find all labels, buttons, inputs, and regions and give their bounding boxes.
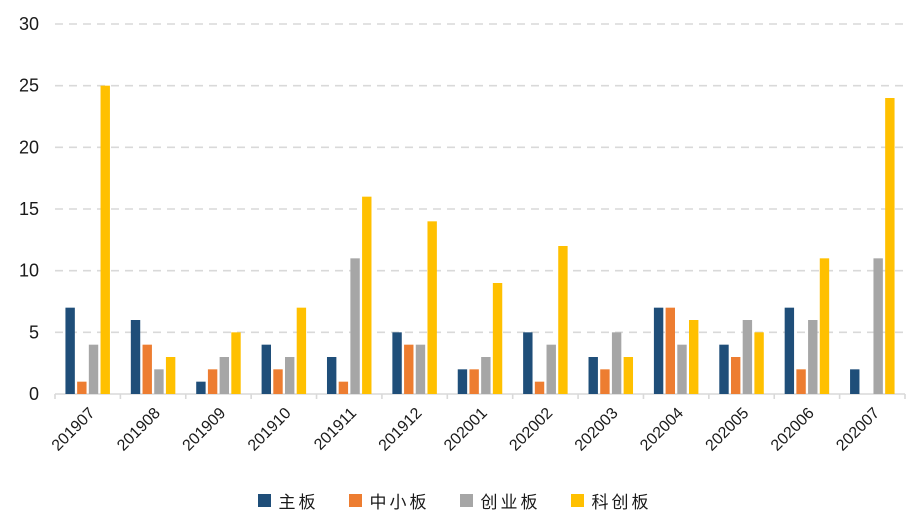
bar-创业板-201909: [219, 357, 230, 394]
bar-主板-201911: [326, 357, 337, 394]
bar-主板-201907: [65, 307, 75, 394]
x-axis-tick-label: 201909: [180, 405, 230, 455]
bar-科创板-202006: [819, 258, 830, 394]
y-axis-tick-label: 30: [19, 14, 39, 34]
legend-item-star-board: 科创板: [570, 488, 652, 513]
bar-主板-202003: [588, 357, 598, 394]
bar-中小板-201907: [77, 381, 87, 394]
x-axis-tick-label: 201907: [49, 405, 99, 455]
bar-主板-201908: [130, 320, 141, 394]
bar-科创板-201908: [165, 357, 176, 394]
bar-创业板-202004: [677, 344, 687, 394]
legend-label-sme-board: 中小板: [369, 493, 430, 513]
bar-创业板-202003: [611, 332, 622, 394]
y-axis-tick-label: 15: [19, 199, 39, 219]
x-axis-tick-label: 202006: [768, 405, 818, 455]
legend-swatch-star-board: [570, 494, 584, 507]
x-axis-tick-label: 201912: [376, 405, 426, 455]
bar-科创板-201911: [362, 196, 372, 394]
y-axis-tick-label: 25: [19, 76, 39, 96]
bar-中小板-201909: [207, 369, 218, 394]
x-axis-tick-label: 202002: [506, 405, 556, 455]
bar-创业板-202001: [481, 357, 491, 394]
x-axis-tick-label: 202003: [572, 405, 622, 455]
bar-科创板-202007: [885, 98, 895, 394]
x-axis-tick-label: 202001: [441, 405, 491, 455]
x-axis-tick-label: 202004: [637, 405, 687, 455]
bar-科创板-201910: [296, 307, 307, 394]
bar-中小板-201910: [273, 369, 283, 394]
bar-中小板-202005: [730, 357, 741, 394]
y-axis-tick-label: 10: [19, 261, 39, 281]
bar-主板-201912: [392, 332, 402, 394]
bar-科创板-202002: [558, 246, 568, 394]
bar-中小板-201912: [404, 344, 414, 394]
bar-主板-202006: [784, 307, 795, 394]
legend-label-main-board: 主板: [278, 493, 319, 513]
bar-主板-202004: [653, 307, 664, 394]
bar-科创板-202004: [689, 320, 699, 394]
y-axis-tick-label: 5: [29, 322, 39, 342]
y-axis-tick-label: 20: [19, 137, 39, 157]
x-axis-tick-label: 202007: [833, 405, 883, 455]
bar-主板-202002: [523, 332, 533, 394]
bar-主板-202001: [457, 369, 468, 394]
bar-创业板-201908: [154, 369, 164, 394]
bar-创业板-202002: [546, 344, 556, 394]
bar-科创板-202005: [754, 332, 764, 394]
bar-主板-201910: [261, 344, 271, 394]
x-axis-tick-label: 201911: [311, 405, 360, 454]
bar-中小板-202004: [665, 307, 675, 394]
legend-item-chinext-board: 创业板: [459, 488, 541, 513]
chart-plot-area: 0 5 10 15 20 25 30 201907 201908 201909 201910 2019…: [19, 14, 906, 455]
y-axis-tick-label: 0: [29, 384, 39, 404]
x-axis-tick-label: 202005: [703, 405, 753, 455]
bar-中小板-202006: [796, 369, 806, 394]
legend-label-chinext-board: 创业板: [480, 493, 541, 513]
legend-swatch-sme-board: [348, 494, 362, 507]
bar-创业板-201912: [415, 344, 426, 394]
x-axis-tick-label: 201910: [245, 405, 295, 455]
bar-科创板-202003: [623, 357, 634, 394]
legend-swatch-chinext-board: [459, 494, 473, 507]
bar-中小板-202002: [534, 381, 545, 394]
bar-创业板-202007: [873, 258, 883, 394]
bar-科创板-202001: [492, 283, 503, 394]
legend-item-sme-board: 中小板: [348, 488, 430, 513]
bar-创业板-202005: [742, 320, 753, 394]
bar-中小板-202003: [600, 369, 610, 394]
bar-创业板-201910: [285, 357, 295, 394]
bar-创业板-201911: [350, 258, 360, 394]
bar-中小板-201911: [338, 381, 349, 394]
bar-中小板-201908: [142, 344, 152, 394]
bar-科创板-201907: [100, 85, 110, 395]
chart-legend: 主板 中小板 创业板 科创板: [0, 488, 909, 513]
bar-主板-202005: [719, 344, 729, 394]
bar-创业板-201907: [88, 344, 99, 394]
legend-swatch-main-board: [257, 494, 271, 507]
bar-科创板-201909: [231, 332, 241, 394]
x-axis-tick-label: 201908: [114, 405, 164, 455]
bar-主板-202007: [850, 369, 860, 394]
bar-科创板-201912: [427, 221, 437, 394]
bar-创业板-202006: [808, 320, 818, 394]
legend-label-star-board: 科创板: [591, 493, 652, 513]
bar-中小板-202001: [469, 369, 479, 394]
bar-主板-201909: [196, 381, 206, 394]
legend-item-main-board: 主板: [257, 488, 319, 513]
